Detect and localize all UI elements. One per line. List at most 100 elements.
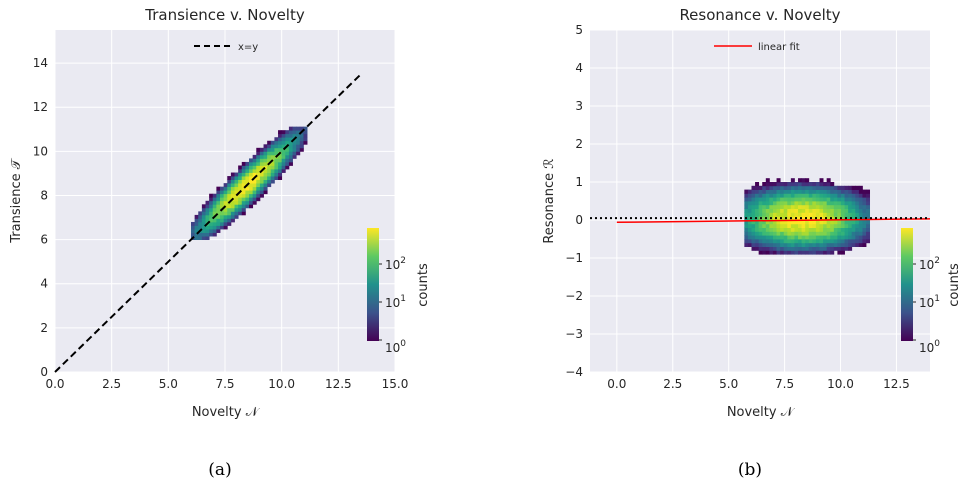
density-cell bbox=[252, 154, 257, 159]
density-cell bbox=[216, 225, 221, 230]
density-cell bbox=[234, 204, 239, 209]
density-cell bbox=[198, 221, 203, 226]
density-cell bbox=[787, 220, 792, 225]
density-cell bbox=[801, 193, 806, 198]
density-cell bbox=[259, 165, 264, 170]
density-cell bbox=[201, 204, 206, 209]
density-cell bbox=[751, 197, 756, 202]
density-cell bbox=[751, 204, 756, 209]
density-cell bbox=[198, 211, 203, 216]
density-cell bbox=[765, 220, 770, 225]
density-cell bbox=[840, 193, 845, 198]
density-cell bbox=[755, 193, 760, 198]
density-cell bbox=[801, 216, 806, 221]
density-cell bbox=[819, 239, 824, 244]
density-cell bbox=[840, 220, 845, 225]
density-cell bbox=[191, 229, 196, 233]
density-cell bbox=[862, 231, 867, 236]
density-cell bbox=[801, 189, 806, 194]
density-cell bbox=[249, 169, 254, 173]
density-cell bbox=[259, 183, 264, 188]
density-cell bbox=[209, 232, 214, 237]
density-cell bbox=[851, 193, 856, 198]
density-cell bbox=[270, 179, 275, 184]
density-cell bbox=[830, 182, 835, 187]
density-cell bbox=[790, 189, 795, 194]
density-cell bbox=[776, 231, 781, 236]
density-cell bbox=[830, 246, 835, 251]
density-cell bbox=[751, 216, 756, 221]
density-cell bbox=[794, 246, 799, 251]
density-cell bbox=[772, 189, 777, 194]
density-cell bbox=[288, 161, 293, 166]
density-cell bbox=[281, 130, 286, 135]
density-cell bbox=[780, 208, 785, 213]
density-cell bbox=[249, 193, 254, 198]
density-cell bbox=[278, 169, 283, 173]
density-cell bbox=[259, 172, 264, 177]
density-cell bbox=[866, 212, 871, 217]
density-cell bbox=[238, 179, 243, 184]
density-cell bbox=[776, 239, 781, 244]
density-cell bbox=[259, 147, 264, 152]
density-cell bbox=[762, 189, 767, 194]
density-cell bbox=[769, 193, 774, 198]
density-cell bbox=[776, 178, 781, 183]
density-cell bbox=[823, 208, 828, 213]
density-cell bbox=[263, 190, 268, 195]
density-cell bbox=[805, 201, 810, 206]
density-cell bbox=[769, 250, 774, 255]
density-cell bbox=[844, 242, 849, 247]
density-cell bbox=[805, 197, 810, 202]
density-cell bbox=[805, 185, 810, 190]
density-cell bbox=[765, 185, 770, 190]
density-cell bbox=[815, 231, 820, 236]
density-cell bbox=[848, 204, 853, 209]
density-cell bbox=[747, 235, 752, 240]
density-cell bbox=[249, 190, 254, 195]
linear-fit-line bbox=[616, 218, 931, 224]
density-cell bbox=[812, 242, 817, 247]
density-cell bbox=[212, 218, 217, 223]
density-cell bbox=[819, 182, 824, 187]
density-cell bbox=[223, 200, 228, 205]
density-cell bbox=[758, 197, 763, 202]
density-cell bbox=[823, 197, 828, 202]
density-cell bbox=[815, 208, 820, 213]
density-cell bbox=[758, 242, 763, 247]
x-tick-label: 10.0 bbox=[827, 377, 854, 391]
density-cell bbox=[769, 231, 774, 236]
density-cell bbox=[855, 201, 860, 206]
density-cell bbox=[794, 204, 799, 209]
density-cell bbox=[823, 182, 828, 187]
density-cell bbox=[296, 137, 301, 142]
density-cell bbox=[837, 242, 842, 247]
density-cell bbox=[858, 193, 863, 198]
density-cell bbox=[765, 197, 770, 202]
density-cell bbox=[840, 197, 845, 202]
density-cell bbox=[808, 212, 813, 217]
density-cell bbox=[790, 212, 795, 217]
density-cell bbox=[776, 185, 781, 190]
density-cell bbox=[772, 231, 777, 236]
density-cell bbox=[292, 140, 297, 145]
density-cell bbox=[840, 216, 845, 221]
density-cell bbox=[281, 137, 286, 142]
density-cell bbox=[274, 165, 279, 170]
density-cell bbox=[858, 239, 863, 244]
density-cell bbox=[241, 190, 246, 195]
density-cell bbox=[201, 229, 206, 233]
density-cell bbox=[772, 246, 777, 251]
density-cell bbox=[216, 207, 221, 212]
density-cell bbox=[292, 151, 297, 156]
density-cell bbox=[762, 220, 767, 225]
density-cell bbox=[296, 126, 301, 131]
density-cell bbox=[772, 193, 777, 198]
density-cell bbox=[234, 200, 239, 205]
density-cell bbox=[278, 172, 283, 177]
density-cell bbox=[769, 208, 774, 213]
density-cell bbox=[744, 197, 749, 202]
density-cell bbox=[263, 158, 268, 163]
density-cell bbox=[848, 231, 853, 236]
density-cell bbox=[755, 223, 760, 228]
